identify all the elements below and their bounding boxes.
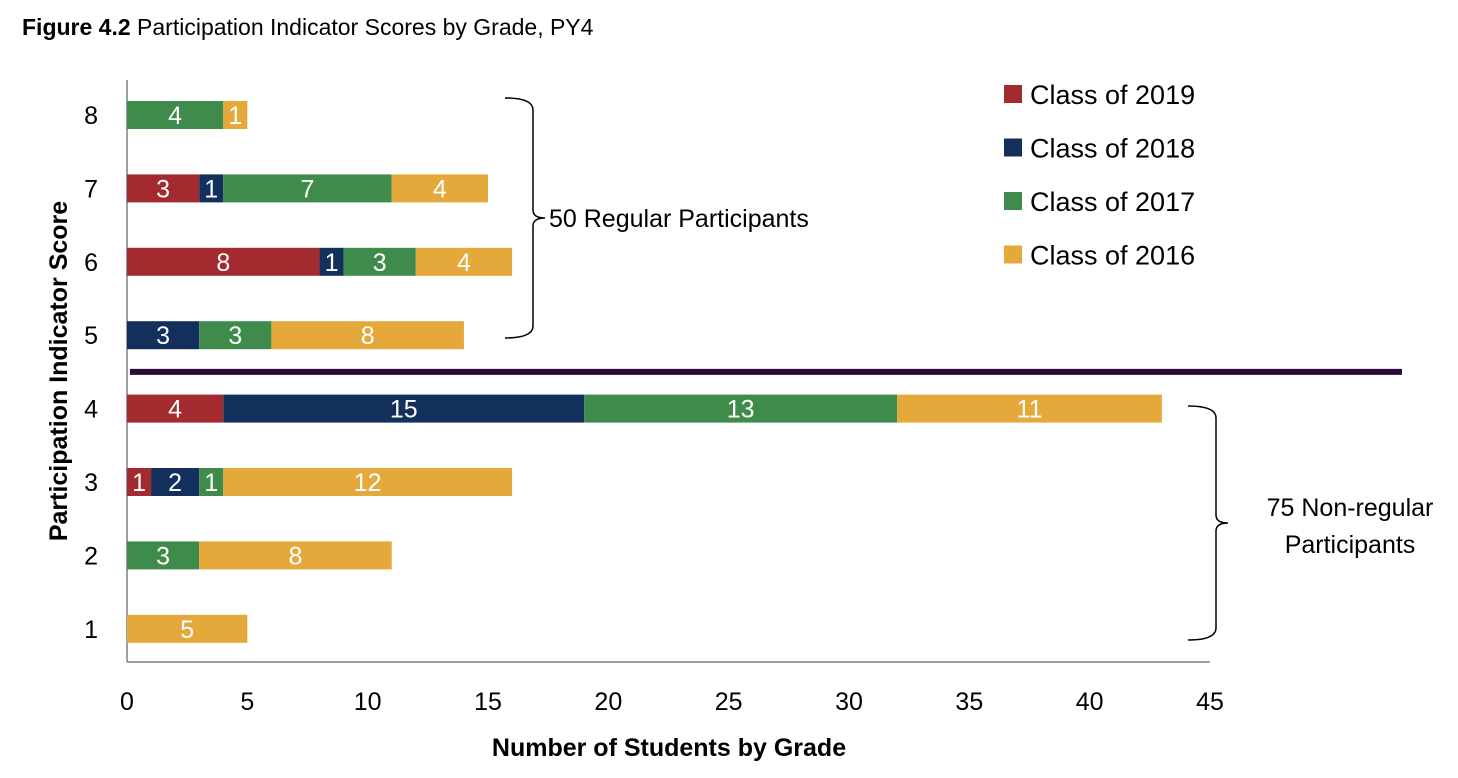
x-tick-label: 0	[120, 688, 134, 716]
bar-segment	[199, 321, 272, 350]
data-label: 4	[168, 102, 182, 130]
data-label: 1	[325, 249, 339, 277]
legend-swatch	[1004, 138, 1022, 157]
data-label: 15	[390, 396, 418, 424]
bar-segment	[127, 468, 152, 496]
bar-segment	[199, 468, 224, 496]
bar-segment	[127, 541, 200, 570]
data-label: 1	[132, 469, 146, 497]
bar-segment	[127, 394, 224, 423]
y-tick-label: 7	[84, 175, 98, 203]
data-label: 1	[204, 175, 218, 203]
y-tick-label: 1	[84, 616, 98, 644]
y-axis-title: Participation Indicator Score	[45, 201, 73, 541]
data-label: 8	[216, 249, 230, 277]
data-label: 2	[168, 469, 182, 497]
x-tick-label: 20	[594, 688, 622, 716]
x-tick-label: 40	[1076, 688, 1104, 716]
bar-segment	[151, 468, 200, 496]
figure-title: Figure 4.2 Participation Indicator Score…	[22, 14, 593, 41]
bar-segment	[391, 174, 488, 203]
bar-segment	[223, 394, 585, 423]
regular-participants-label: 50 Regular Participants	[549, 205, 809, 233]
y-tick-label: 5	[84, 322, 98, 350]
bar-segment	[319, 247, 344, 276]
data-label: 4	[168, 396, 182, 424]
bar-segment	[199, 541, 392, 570]
x-tick-label: 10	[354, 688, 382, 716]
y-tick-label: 2	[84, 542, 98, 570]
data-label: 13	[727, 396, 755, 424]
x-axis-title: Number of Students by Grade	[492, 734, 846, 762]
data-label: 3	[228, 322, 242, 350]
regular-participants-brace	[504, 97, 546, 339]
bar-segment	[415, 247, 513, 276]
bar-segment	[584, 394, 898, 423]
x-tick-label: 35	[955, 688, 983, 716]
bar-segment	[127, 101, 224, 129]
x-tick-label: 5	[240, 688, 254, 716]
data-label: 7	[301, 175, 315, 203]
y-tick-label: 3	[84, 469, 98, 497]
nonregular-participants-brace	[1187, 405, 1229, 641]
x-tick-label: 30	[835, 688, 863, 716]
x-tick-label: 25	[715, 688, 743, 716]
bar-segment	[343, 247, 416, 276]
legend-swatch	[1004, 245, 1022, 264]
bar-segment	[127, 321, 200, 350]
data-label: 5	[180, 616, 194, 644]
nonregular-participants-label-line2: Participants	[1285, 531, 1416, 559]
data-label: 3	[156, 542, 170, 570]
data-label: 11	[1017, 396, 1043, 424]
bar-segment	[223, 174, 392, 203]
bar-segment	[271, 321, 464, 350]
data-label: 4	[457, 249, 471, 277]
bar-segment	[127, 614, 248, 643]
data-label: 4	[433, 175, 447, 203]
data-label: 3	[156, 322, 170, 350]
data-label: 3	[156, 175, 170, 203]
legend-label: Class of 2018	[1030, 134, 1195, 164]
bar-segment	[127, 247, 320, 276]
bar-segment	[223, 468, 513, 496]
bar-segment	[897, 394, 1162, 423]
legend-label: Class of 2017	[1030, 187, 1195, 217]
data-label: 1	[204, 469, 218, 497]
y-tick-label: 8	[84, 102, 98, 130]
y-tick-label: 4	[84, 396, 98, 424]
bar-segment	[127, 174, 200, 203]
bar-segment	[199, 174, 224, 203]
figure-title-text: Participation Indicator Scores by Grade,…	[137, 14, 594, 40]
nonregular-participants-label-line1: 75 Non-regular	[1267, 494, 1434, 522]
legend-swatch	[1004, 192, 1022, 210]
legend-swatch	[1004, 85, 1022, 103]
x-tick-label: 45	[1196, 688, 1224, 716]
bar-segment	[223, 101, 248, 129]
x-tick-label: 15	[474, 688, 502, 716]
data-label: 1	[228, 102, 242, 130]
legend-label: Class of 2019	[1030, 80, 1195, 110]
data-label: 8	[361, 322, 375, 350]
y-tick-label: 6	[84, 249, 98, 277]
data-label: 12	[354, 469, 382, 497]
figure-number: Figure 4.2	[22, 14, 131, 40]
legend-label: Class of 2016	[1030, 241, 1195, 271]
data-label: 8	[289, 542, 303, 570]
data-label: 3	[373, 249, 387, 277]
